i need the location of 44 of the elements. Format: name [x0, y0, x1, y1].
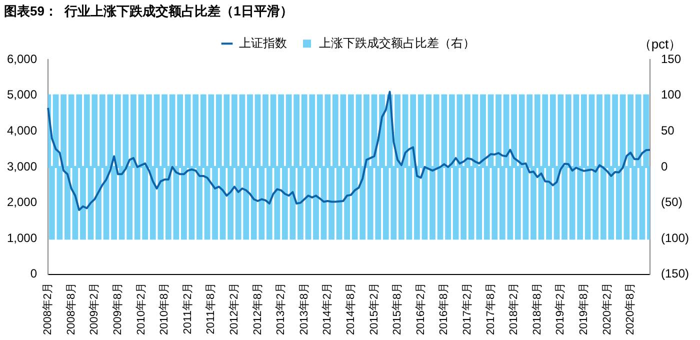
x-tick-label: 2008年8月: [65, 282, 78, 336]
x-tick-label: 2020年8月: [624, 282, 637, 336]
x-tick-label: 2012年8月: [252, 282, 264, 336]
x-tick-label: 2009年8月: [112, 282, 124, 336]
y2-tick-label: (100): [660, 230, 690, 245]
x-tick-label: 2017年2月: [461, 282, 474, 336]
x-tick-label: 2020年2月: [601, 282, 614, 336]
chart-title: 图表59： 行业上涨下跌成交额占比差（1日平滑）: [4, 3, 293, 18]
x-tick-label: 2011年2月: [182, 282, 194, 334]
y-tick-label: 5,000: [7, 88, 38, 102]
x-tick-label: 2018年2月: [508, 282, 520, 336]
x-tick-label: 2017年8月: [484, 282, 497, 336]
x-tick-label: 2018年8月: [531, 282, 544, 336]
x-tick-label: 2011年8月: [205, 282, 218, 334]
x-tick-label: 2008年2月: [42, 282, 54, 336]
x-tick-label: 2013年8月: [298, 282, 310, 336]
y-tick-label: 4,000: [7, 124, 38, 138]
x-tick-label: 2010年2月: [135, 282, 148, 336]
x-tick-label: 2012年2月: [228, 282, 240, 336]
y2-tick-label: 50: [660, 124, 675, 138]
x-tick-label: 2019年8月: [578, 282, 590, 336]
x-tick-label: 2016年8月: [438, 282, 450, 336]
y2-tick-label: 150: [660, 52, 682, 66]
x-tick-label: 2014年8月: [344, 282, 357, 336]
x-tick-label: 2013年2月: [275, 282, 288, 336]
y-tick-label: 3,000: [7, 159, 38, 174]
x-tick-label: 2014年2月: [322, 282, 334, 336]
legend-label: 上证指数: [239, 36, 287, 50]
x-tick-label: 2009年2月: [88, 282, 101, 336]
y2-tick-label: 0: [660, 159, 668, 174]
y2-axis-title: （pct）: [638, 36, 682, 52]
y-tick-label: 6,000: [7, 52, 38, 66]
y-tick-label: 2,000: [7, 195, 38, 210]
x-tick-label: 2010年8月: [158, 282, 171, 336]
y2-tick-label: (50): [660, 195, 682, 210]
legend-label: 上涨下跌成交额占比差（右）: [319, 36, 475, 50]
y-tick-label: 0: [30, 266, 38, 281]
y-tick-label: 1,000: [7, 230, 38, 245]
y2-tick-label: 100: [660, 88, 682, 102]
y2-tick-label: (150): [660, 266, 690, 281]
x-tick-label: 2015年8月: [392, 282, 404, 336]
x-tick-label: 2015年2月: [368, 282, 380, 336]
x-tick-label: 2019年2月: [554, 282, 567, 336]
x-tick-label: 2016年2月: [414, 282, 427, 336]
